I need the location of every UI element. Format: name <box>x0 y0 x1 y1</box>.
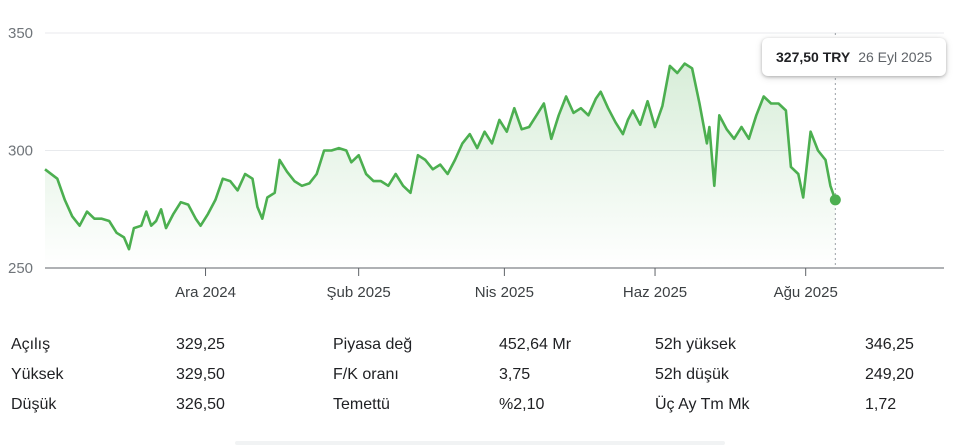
current-price-dot[interactable] <box>829 194 841 206</box>
stat-value-52w-low: 249,20 <box>865 366 914 383</box>
stat-label-cdp-score: Üç Ay Tm Mk <box>655 396 750 413</box>
x-axis: Ara 2024 Şub 2025 Nis 2025 Haz 2025 Ağu 2025 <box>175 268 838 301</box>
tooltip-date: 26 Eyl 2025 <box>858 49 933 65</box>
stat-label-52w-high: 52h yüksek <box>655 336 736 353</box>
stat-label-dividend: Temettü <box>333 396 390 413</box>
stat-label-low: Düşük <box>11 396 57 413</box>
stat-value-pe-ratio: 3,75 <box>499 366 531 383</box>
bottom-scroll-indicator <box>235 441 725 445</box>
price-line <box>44 62 837 251</box>
stats-row: Açılış 329,25 Piyasa değ 452,64 Mr 52h y… <box>0 330 960 360</box>
stat-value-cdp-score: 1,72 <box>865 396 897 413</box>
y-axis: 350 300 250 <box>8 25 33 277</box>
stat-value-market-cap: 452,64 Mr <box>499 336 572 353</box>
y-tick-label: 300 <box>8 143 33 160</box>
price-tooltip: 327,50 TRY 26 Eyl 2025 <box>762 38 946 76</box>
stat-label-open: Açılış <box>11 336 51 353</box>
stat-value-52w-high: 346,25 <box>865 336 914 353</box>
stats-row: Düşük 326,50 Temettü %2,10 Üç Ay Tm Mk 1… <box>0 390 960 420</box>
y-tick-label: 350 <box>8 25 33 42</box>
price-chart[interactable]: 350 300 250 Ara 2024 Şub 2025 Nis 2025 Haz 20… <box>0 0 960 310</box>
stat-label-pe-ratio: F/K oranı <box>333 366 399 383</box>
x-tick-label: Nis 2025 <box>475 284 534 301</box>
y-tick-label: 250 <box>8 260 33 277</box>
x-tick-label: Haz 2025 <box>623 284 687 301</box>
stat-label-52w-low: 52h düşük <box>655 366 729 383</box>
stat-label-high: Yüksek <box>11 366 64 383</box>
stat-value-dividend: %2,10 <box>499 396 545 413</box>
x-tick-label: Ağu 2025 <box>774 284 838 301</box>
x-tick-label: Ara 2024 <box>175 284 236 301</box>
stat-value-high: 329,50 <box>176 366 225 383</box>
stat-value-low: 326,50 <box>176 396 225 413</box>
tooltip-value: 327,50 TRY <box>776 49 851 65</box>
stat-value-open: 329,25 <box>176 336 225 353</box>
x-tick-label: Şub 2025 <box>327 284 391 301</box>
stat-label-market-cap: Piyasa değ <box>333 336 413 353</box>
stats-row: Yüksek 329,50 F/K oranı 3,75 52h düşük 2… <box>0 360 960 390</box>
